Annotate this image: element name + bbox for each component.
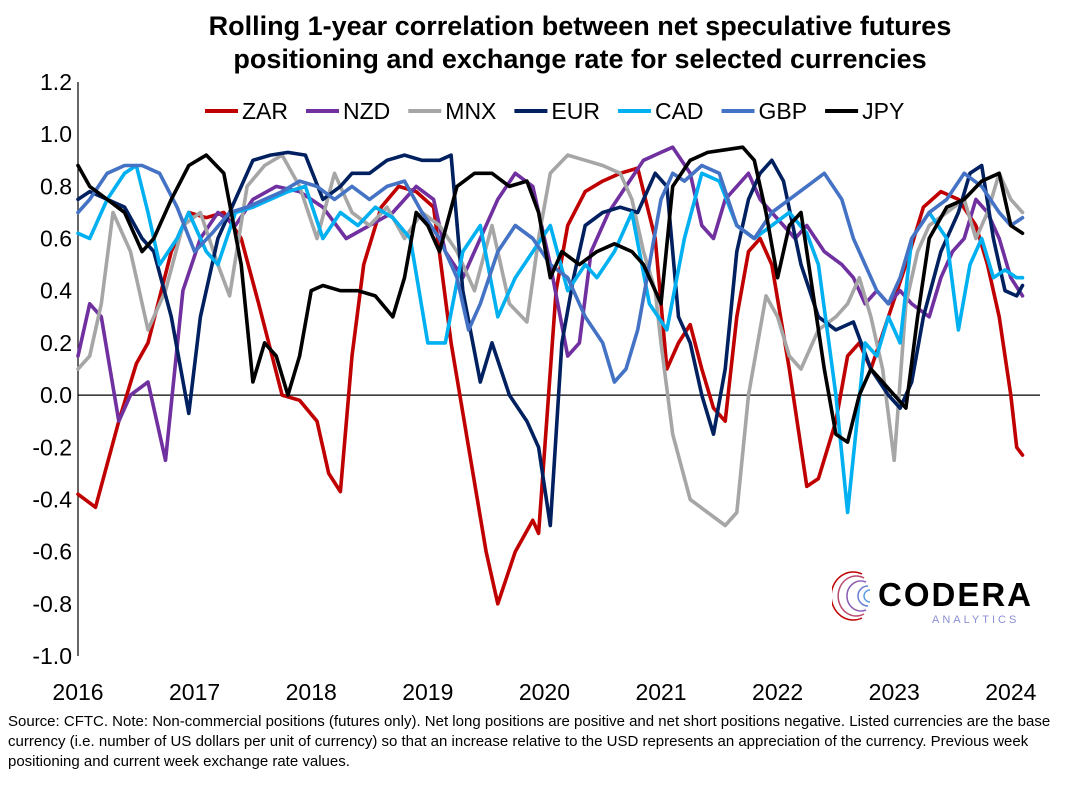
globe-lines-icon <box>832 571 871 621</box>
y-tick-label: 0.6 <box>40 226 72 252</box>
line-chart: 1.2 1.0 0.8 0.6 0.4 0.2 0.0 -0.2 -0.4 -0.6 -0.8 -1.… <box>32 69 1040 705</box>
legend-item-zar: ZAR <box>205 98 288 124</box>
source-footnote: Source: CFTC. Note: Non-commercial posit… <box>8 713 1051 770</box>
legend-item-nzd: NZD <box>306 98 390 124</box>
legend-label: CAD <box>655 98 704 124</box>
y-tick-label: -0.2 <box>32 434 72 460</box>
series-line-mnx <box>76 153 1025 528</box>
chart-title-line-1: Rolling 1-year correlation between net s… <box>208 11 952 41</box>
legend-label: JPY <box>862 98 904 124</box>
x-tick-label: 2020 <box>519 679 570 705</box>
x-tick-label: 2022 <box>752 679 803 705</box>
y-tick-label: 0.2 <box>40 330 72 356</box>
legend-item-mnx: MNX <box>408 98 496 124</box>
x-tick-label: 2023 <box>869 679 920 705</box>
y-tick-label: -0.8 <box>32 591 72 617</box>
series-lines <box>76 145 1025 606</box>
legend-label: ZAR <box>242 98 288 124</box>
x-tick-label: 2024 <box>985 679 1036 705</box>
codera-logo: CODERA ANALYTICS <box>832 566 1032 628</box>
series-line-cad <box>76 163 1025 515</box>
legend-label: GBP <box>759 98 808 124</box>
legend: ZAR NZD MNX EUR CAD GBP JPY <box>205 98 904 124</box>
legend-item-jpy: JPY <box>825 98 904 124</box>
x-tick-label: 2019 <box>402 679 453 705</box>
series-line-jpy <box>76 145 1025 444</box>
y-tick-label: 0.0 <box>40 382 72 408</box>
logo-subtitle: ANALYTICS <box>932 614 1020 626</box>
y-tick-label: -0.6 <box>32 539 72 565</box>
legend-label: NZD <box>343 98 390 124</box>
legend-item-gbp: GBP <box>721 98 808 124</box>
y-tick-label: -1.0 <box>32 643 72 669</box>
legend-label: MNX <box>445 98 496 124</box>
series-line-eur <box>76 150 1025 528</box>
x-tick-label: 2017 <box>169 679 220 705</box>
legend-item-cad: CAD <box>617 98 704 124</box>
chart-title: Rolling 1-year correlation between net s… <box>80 10 1080 76</box>
y-axis: 1.2 1.0 0.8 0.6 0.4 0.2 0.0 -0.2 -0.4 -0.6 -0.8 -1.… <box>32 69 79 669</box>
chart-title-line-2: positioning and exchange rate for select… <box>233 44 927 74</box>
y-tick-label: 1.2 <box>40 69 72 95</box>
y-tick-label: -0.4 <box>32 486 72 512</box>
x-axis: 2016 2017 2018 2019 2020 2021 2022 2023 2024 <box>52 394 1040 705</box>
series-line-gbp <box>76 163 1025 384</box>
y-tick-label: 1.0 <box>40 121 72 147</box>
legend-label: EUR <box>551 98 600 124</box>
logo-wordmark: CODERA <box>878 576 1034 613</box>
y-tick-label: 0.4 <box>40 278 72 304</box>
y-tick-label: 0.8 <box>40 173 72 199</box>
x-tick-label: 2018 <box>286 679 337 705</box>
series-line-nzd <box>76 145 1025 463</box>
legend-item-eur: EUR <box>514 98 600 124</box>
x-tick-label: 2016 <box>52 679 103 705</box>
x-tick-label: 2021 <box>635 679 686 705</box>
